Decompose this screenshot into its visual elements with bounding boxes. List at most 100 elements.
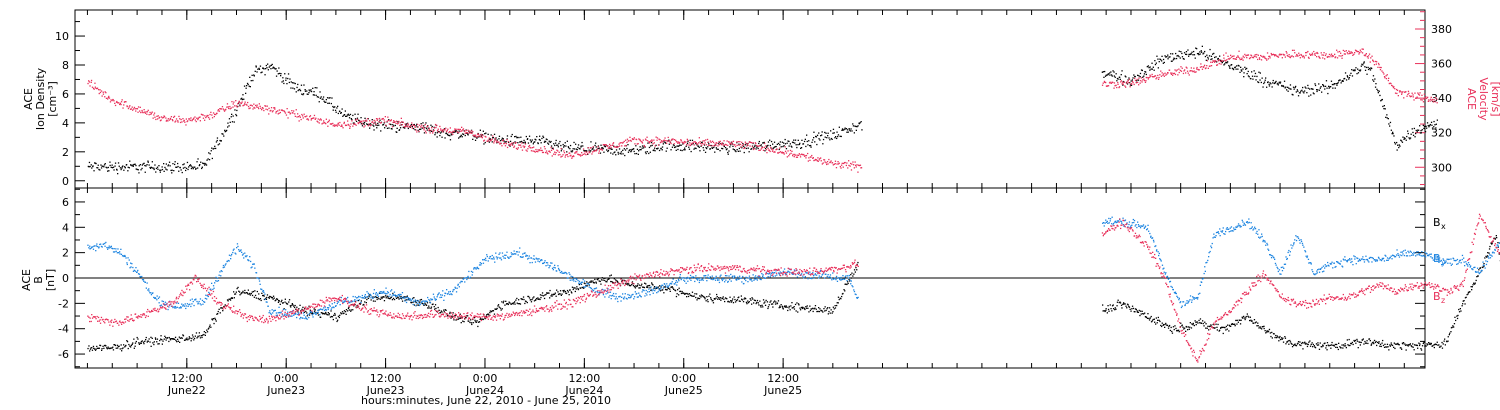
- by-point: [201, 299, 204, 302]
- by-point: [132, 270, 135, 272]
- bx-point: [848, 278, 850, 281]
- density-point: [306, 93, 308, 95]
- velocity-point: [493, 140, 495, 142]
- velocity-point: [175, 118, 178, 120]
- velocity-point: [207, 114, 209, 117]
- density-point: [1292, 86, 1295, 88]
- bx-point: [762, 306, 764, 308]
- density-point: [642, 147, 645, 149]
- velocity-point: [1118, 86, 1121, 88]
- by-point: [212, 285, 215, 287]
- density-point: [566, 151, 568, 153]
- velocity-point: [299, 116, 301, 118]
- velocity-point: [598, 150, 600, 152]
- bx-point: [680, 292, 683, 295]
- bx-point: [778, 307, 780, 309]
- velocity-point: [579, 154, 581, 156]
- by-point: [372, 292, 375, 295]
- density-point: [327, 102, 329, 104]
- bx-point: [600, 283, 602, 285]
- density-point: [390, 128, 392, 130]
- velocity-tick-label: 380: [1431, 23, 1452, 36]
- density-point: [832, 128, 835, 130]
- velocity-point: [775, 149, 777, 151]
- bx-point: [244, 292, 246, 294]
- density-point: [177, 165, 179, 168]
- velocity-point: [520, 146, 522, 148]
- by-point: [200, 304, 202, 306]
- by-point: [104, 245, 106, 247]
- velocity-point: [404, 123, 406, 125]
- bx-point: [541, 294, 543, 296]
- velocity-point: [752, 142, 754, 144]
- bx-point: [387, 296, 389, 298]
- density-point: [1425, 125, 1427, 127]
- bx-point: [600, 279, 603, 281]
- density-point: [498, 135, 501, 137]
- velocity-point: [136, 108, 138, 110]
- by-point: [358, 299, 361, 301]
- bx-point: [801, 307, 803, 310]
- velocity-point: [809, 159, 811, 161]
- bx-point: [278, 300, 280, 302]
- density-point: [1175, 52, 1177, 55]
- density-point: [482, 134, 484, 136]
- bx-point: [147, 340, 149, 342]
- bx-point: [789, 309, 791, 311]
- density-point: [164, 166, 166, 169]
- bx-point: [796, 302, 798, 304]
- density-point: [1198, 54, 1200, 56]
- bx-point: [207, 328, 209, 330]
- density-point: [637, 153, 639, 155]
- density-point: [136, 168, 138, 171]
- bx-point: [758, 304, 760, 306]
- velocity-point: [555, 152, 557, 154]
- velocity-point: [1432, 98, 1434, 101]
- velocity-point: [443, 129, 445, 131]
- bx-point: [734, 298, 736, 301]
- density-point: [340, 112, 342, 114]
- velocity-point: [554, 151, 556, 153]
- density-point: [804, 138, 806, 140]
- velocity-point: [405, 125, 407, 127]
- velocity-point: [784, 150, 787, 152]
- density-point: [1197, 52, 1199, 55]
- velocity-point: [1192, 71, 1194, 73]
- velocity-point: [728, 141, 730, 143]
- bx-point: [347, 307, 350, 310]
- density-point: [144, 164, 146, 167]
- density-point: [689, 139, 691, 141]
- velocity-point: [1260, 54, 1262, 57]
- by-point: [540, 259, 542, 261]
- density-point: [1351, 75, 1354, 77]
- density-point: [597, 145, 600, 147]
- bx-point: [182, 334, 184, 336]
- density-point: [1213, 52, 1215, 55]
- velocity-point: [1126, 81, 1128, 83]
- by-point: [443, 295, 446, 297]
- bx-point: [728, 301, 730, 303]
- density-point: [571, 151, 573, 153]
- bx-point: [516, 302, 518, 304]
- density-point: [369, 127, 371, 129]
- bx-point: [522, 296, 525, 298]
- velocity-point: [1303, 55, 1305, 58]
- by-point: [516, 251, 518, 253]
- density-point: [180, 169, 182, 171]
- bx-point: [631, 284, 633, 286]
- by-point: [107, 247, 109, 249]
- velocity-point: [652, 143, 654, 145]
- density-point: [537, 142, 539, 144]
- velocity-point: [389, 120, 391, 122]
- density-point: [808, 140, 810, 142]
- velocity-point: [249, 104, 251, 106]
- velocity-point: [571, 157, 573, 159]
- velocity-point: [577, 153, 579, 156]
- by-point: [361, 297, 363, 299]
- velocity-point: [387, 116, 389, 118]
- density-point: [707, 146, 709, 148]
- velocity-point: [240, 102, 242, 104]
- density-point: [600, 144, 602, 146]
- density-point: [754, 146, 756, 148]
- velocity-point: [480, 136, 482, 138]
